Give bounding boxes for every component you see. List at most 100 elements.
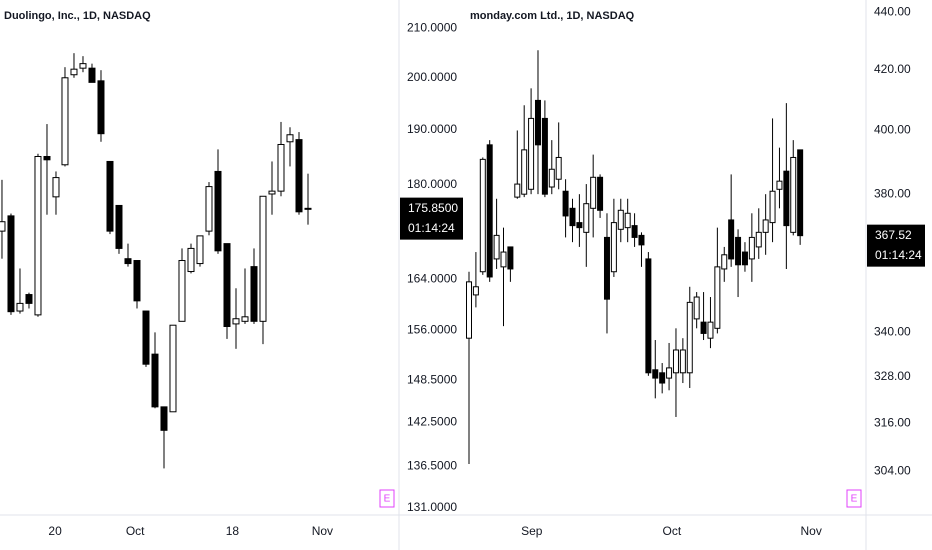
- candle-body: [755, 231, 762, 248]
- event-marker: [846, 489, 862, 508]
- candle-body: [214, 170, 222, 252]
- candle-body: [479, 158, 486, 273]
- event-marker: [379, 489, 395, 508]
- candle-body: [115, 204, 123, 249]
- candle-body: [169, 324, 177, 413]
- candle-body: [624, 212, 631, 229]
- countdown: 01:14:24: [408, 221, 455, 235]
- candle-body: [728, 219, 735, 260]
- y-tick-label: 156.0000: [407, 323, 457, 337]
- candle-body: [88, 67, 96, 83]
- candle-body: [52, 177, 60, 198]
- y-tick-label: 210.0000: [407, 20, 457, 34]
- y-tick-label: 400.00: [874, 123, 911, 137]
- candle-body: [241, 316, 249, 322]
- x-tick-label: Sep: [521, 524, 543, 538]
- candle-body: [797, 149, 804, 237]
- candle-body: [748, 236, 755, 260]
- x-tick-label: Nov: [801, 524, 822, 538]
- candle-body: [7, 215, 15, 313]
- last-price-box: [400, 197, 463, 240]
- candle-body: [735, 236, 742, 266]
- candle-body: [659, 372, 666, 384]
- candle-body: [61, 77, 69, 166]
- candle-body: [250, 266, 258, 322]
- y-tick-label: 180.0000: [407, 177, 457, 191]
- candle-body: [569, 207, 576, 227]
- candle-body: [714, 266, 721, 329]
- candle-body: [79, 63, 87, 69]
- candle-body: [645, 258, 652, 374]
- candle-body: [555, 156, 562, 180]
- candle-body: [486, 144, 493, 278]
- y-tick-label: 164.0000: [407, 272, 457, 286]
- candle-body: [223, 243, 231, 328]
- candle-body: [295, 139, 303, 213]
- candle-body: [693, 296, 700, 320]
- last-price-box: [867, 224, 925, 267]
- candle-body: [700, 321, 707, 334]
- candle-body: [70, 68, 78, 76]
- candle-body: [603, 236, 610, 300]
- candle-body: [472, 286, 479, 296]
- candle-body: [721, 254, 728, 270]
- candle-body: [686, 301, 693, 374]
- last-price-label: 367.52: [875, 228, 912, 242]
- candle-body: [679, 349, 686, 374]
- chart-title: monday.com Ltd., 1D, NASDAQ: [470, 10, 635, 22]
- candle-body: [514, 183, 521, 198]
- candle-body: [576, 222, 583, 229]
- candle-body: [617, 209, 624, 230]
- candle-body: [672, 349, 679, 374]
- candle-body: [548, 168, 555, 188]
- candle-body: [151, 353, 159, 408]
- candle-body: [521, 149, 528, 195]
- candle-body: [124, 258, 132, 265]
- candle-body: [205, 186, 213, 232]
- candle-body: [232, 318, 240, 325]
- y-tick-label: 136.5000: [407, 458, 457, 472]
- candle-body: [493, 234, 500, 260]
- x-tick-label: 18: [226, 524, 240, 538]
- candle-body: [783, 170, 790, 227]
- candle-body: [268, 190, 276, 195]
- candle-body: [178, 260, 186, 322]
- candle-body: [286, 134, 294, 143]
- candle-body: [597, 176, 604, 211]
- candle-body: [304, 207, 312, 210]
- candle-body: [610, 222, 617, 273]
- y-tick-label: 190.0000: [407, 122, 457, 136]
- candle-body: [590, 176, 597, 209]
- candle-body: [541, 117, 548, 195]
- chart-title: Duolingo, Inc., 1D, NASDAQ: [4, 10, 151, 22]
- y-tick-label: 328.00: [874, 369, 911, 383]
- candle-body: [638, 234, 645, 246]
- y-tick-label: 304.00: [874, 464, 911, 478]
- candle-body: [652, 369, 659, 379]
- candle-body: [160, 406, 168, 431]
- y-tick-label: 380.00: [874, 186, 911, 200]
- candle-body: [741, 251, 748, 266]
- y-tick-label: 420.00: [874, 62, 911, 76]
- x-tick-label: 20: [48, 524, 62, 538]
- x-tick-label: Oct: [126, 524, 145, 538]
- candle-body: [16, 302, 24, 312]
- candle-body: [142, 310, 150, 365]
- x-tick-label: Nov: [312, 524, 333, 538]
- candle-body: [0, 221, 6, 232]
- y-tick-label: 440.00: [874, 4, 911, 18]
- candle-body: [106, 160, 114, 232]
- candle-body: [25, 294, 33, 304]
- candle-body: [277, 143, 285, 192]
- event-marker-label: E: [851, 494, 858, 505]
- candle-body: [500, 251, 507, 268]
- countdown: 01:14:24: [875, 248, 922, 262]
- candle-body: [43, 155, 51, 161]
- x-tick-label: Oct: [662, 524, 681, 538]
- candle-body: [776, 180, 783, 190]
- candle-body: [187, 247, 195, 273]
- candle-body: [507, 246, 514, 270]
- candle-body: [583, 203, 590, 233]
- candle-body: [562, 190, 569, 217]
